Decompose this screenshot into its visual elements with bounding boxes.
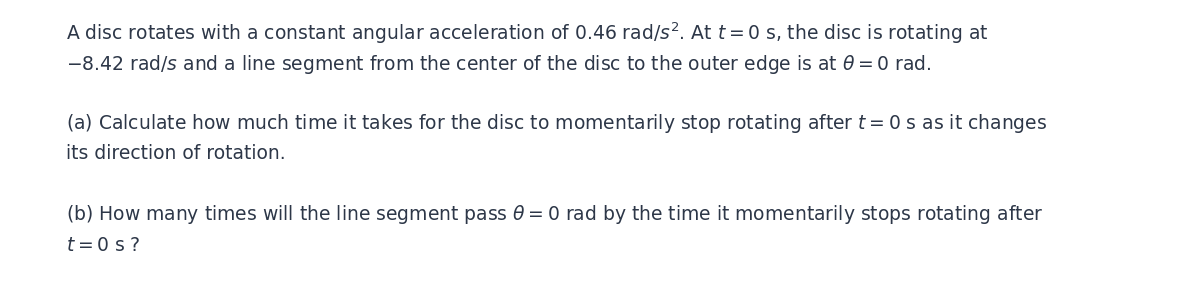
Text: A disc rotates with a constant angular acceleration of 0.46 rad/$\mathit{s}^2$. : A disc rotates with a constant angular a…	[66, 20, 989, 45]
Text: (a) Calculate how much time it takes for the disc to momentarily stop rotating a: (a) Calculate how much time it takes for…	[66, 112, 1048, 134]
Text: (b) How many times will the line segment pass $\theta = 0$ rad by the time it mo: (b) How many times will the line segment…	[66, 203, 1043, 226]
Text: $t = 0$ s ?: $t = 0$ s ?	[66, 236, 140, 255]
Text: $-8.42$ rad/$s$ and a line segment from the center of the disc to the outer edge: $-8.42$ rad/$s$ and a line segment from …	[66, 53, 931, 76]
Text: its direction of rotation.: its direction of rotation.	[66, 144, 286, 163]
